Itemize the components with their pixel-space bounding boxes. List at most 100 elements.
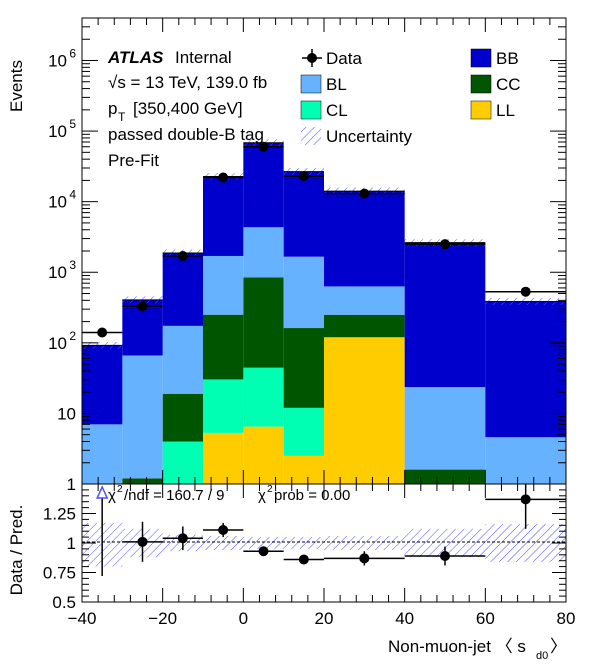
bar-cl — [283, 407, 324, 456]
ratio-uncertainty — [324, 535, 405, 551]
x-axis-label-sub: d0 — [536, 650, 548, 662]
ratio-point — [177, 533, 188, 544]
x-tick-label: 20 — [315, 609, 334, 628]
bar-cc — [243, 277, 284, 368]
bar-bl — [122, 355, 163, 479]
x-axis-label-end: 〉 — [550, 637, 567, 656]
y-tick-exponent: 6 — [69, 46, 76, 60]
bar-bl — [485, 437, 566, 484]
y-tick-label: 10 — [48, 51, 67, 70]
data-point — [440, 239, 450, 250]
chi2-ndf-sup: 2 — [117, 484, 123, 495]
legend-entry-ll: LL — [470, 100, 515, 120]
bar-cc — [404, 469, 486, 484]
data-point — [137, 301, 148, 312]
bar-bl — [324, 286, 405, 315]
ratio-point — [440, 550, 450, 561]
x-tick-label: −40 — [68, 609, 97, 628]
y-tick-label: 1 — [67, 475, 76, 494]
y-tick-exponent: 5 — [69, 117, 76, 131]
ratio-uncertainty — [283, 537, 324, 549]
bar-bb — [162, 252, 203, 326]
y-tick-exponent: 3 — [69, 258, 76, 272]
x-tick-label: 40 — [395, 609, 414, 628]
bar-cc — [203, 314, 244, 380]
ratio-point — [359, 553, 370, 564]
ratio-y-ticks: 0.5 0.75 1 1.25 — [43, 483, 566, 612]
legend-data-marker — [307, 53, 317, 63]
pt-subscript: T — [118, 110, 126, 124]
legend-swatch-ll — [470, 100, 492, 120]
legend-entry-cl: CL — [300, 100, 348, 120]
x-tick-label: 80 — [557, 609, 576, 628]
pt-range-label: [350,400 GeV] — [133, 99, 243, 118]
ratio-uncertainty — [203, 535, 244, 551]
bar-bb — [82, 345, 123, 425]
y-tick-label: 10 — [57, 404, 76, 423]
bar-bb — [203, 176, 244, 256]
ratio-out-of-range-arrow — [96, 485, 109, 499]
legend-swatch-uncertainty — [301, 127, 321, 145]
chi2-ndf-symbol: χ — [108, 487, 116, 504]
pt-label: p — [108, 99, 117, 118]
legend-label-uncertainty: Uncertainty — [326, 127, 412, 146]
chi2-prob-sup: 2 — [267, 484, 273, 495]
x-tick-label: 0 — [239, 609, 248, 628]
bar-cl — [162, 441, 203, 484]
ratio-y-tick-label: 0.75 — [43, 564, 76, 583]
bar-cc — [324, 314, 405, 338]
legend-swatch-cc — [470, 74, 492, 94]
ratio-y-axis-label: Data / Pred. — [7, 505, 26, 596]
legend-label-cl: CL — [326, 101, 348, 120]
bar-cl — [243, 367, 284, 427]
atlas-label: ATLAS — [107, 48, 164, 67]
legend-label-bb: BB — [496, 49, 519, 68]
bar-bl — [162, 325, 203, 394]
bar-bb — [404, 242, 486, 388]
y-tick-label: 10 — [48, 263, 67, 282]
ratio-point — [137, 536, 148, 547]
ratio-point — [218, 525, 229, 536]
y-tick-exponent: 2 — [69, 329, 76, 343]
ratio-point — [298, 554, 309, 565]
legend: Data BL CL Uncertainty BB CC — [300, 48, 521, 146]
fit-label: Pre-Fit — [108, 151, 159, 170]
ratio-points — [96, 484, 566, 576]
bar-bb — [283, 171, 324, 257]
legend-swatch-bl — [300, 74, 322, 94]
bar-bl — [82, 424, 123, 484]
y-tick-label: 10 — [48, 122, 67, 141]
data-point — [298, 171, 309, 182]
data-point — [520, 286, 531, 297]
ratio-point — [520, 494, 531, 505]
legend-entry-bb: BB — [470, 48, 519, 68]
bar-bb — [485, 301, 566, 438]
bar-ll — [203, 432, 244, 484]
main-x-ticks — [81, 18, 567, 484]
data-point — [218, 172, 229, 183]
main-y-axis-label: Events — [7, 60, 26, 112]
legend-label-bl: BL — [326, 75, 347, 94]
x-tick-label: 60 — [476, 609, 495, 628]
chi2-ndf-label: /ndf = 160.7 / 9 — [124, 487, 225, 504]
legend-label-cc: CC — [496, 75, 521, 94]
x-tick-label: −20 — [148, 609, 177, 628]
bar-cc — [162, 393, 203, 442]
internal-label: Internal — [175, 48, 232, 67]
bar-bl — [203, 255, 244, 315]
chi2-prob-symbol: χ — [258, 487, 266, 504]
data-point — [359, 188, 370, 199]
legend-swatch-cl — [300, 100, 322, 120]
bar-bl — [404, 387, 486, 470]
bar-bb — [324, 191, 405, 287]
bar-bl — [243, 227, 284, 278]
bar-bb — [243, 142, 284, 228]
y-tick-label: 10 — [48, 193, 67, 212]
tag-label: passed double-B tag — [108, 125, 264, 144]
legend-entry-bl: BL — [300, 74, 347, 94]
legend-label-ll: LL — [496, 101, 515, 120]
legend-label-data: Data — [326, 49, 362, 68]
data-points — [82, 141, 566, 338]
